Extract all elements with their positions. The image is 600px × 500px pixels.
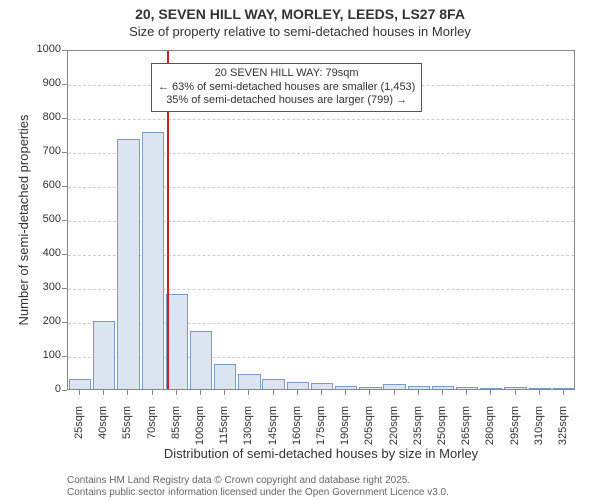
x-tick-mark [103,390,104,395]
histogram-bar [311,383,333,389]
y-tick-mark [62,186,67,187]
x-tick-label: 310sqm [533,406,545,456]
x-tick-label: 55sqm [121,406,133,456]
x-tick-mark [442,390,443,395]
x-tick-label: 325sqm [557,406,569,456]
x-tick-label: 85sqm [170,406,182,456]
y-tick-label: 500 [27,213,61,225]
histogram-bar [287,382,309,389]
x-tick-mark [79,390,80,395]
x-tick-mark [273,390,274,395]
x-tick-label: 295sqm [509,406,521,456]
y-tick-mark [62,322,67,323]
x-tick-label: 190sqm [339,406,351,456]
x-tick-label: 145sqm [267,406,279,456]
annotation-line-3: 35% of semi-detached houses are larger (… [158,94,415,108]
x-tick-mark [224,390,225,395]
x-tick-label: 70sqm [146,406,158,456]
y-tick-label: 600 [27,179,61,191]
plot-area: 20 SEVEN HILL WAY: 79sqm← 63% of semi-de… [67,50,575,390]
y-tick-label: 700 [27,145,61,157]
chart-subtitle: Size of property relative to semi-detach… [0,24,600,39]
y-tick-mark [62,84,67,85]
footer-line-2: Contains public sector information licen… [67,487,449,498]
x-tick-mark [369,390,370,395]
histogram-bar [117,139,139,389]
histogram-bar [190,331,212,389]
histogram-bar [408,386,430,389]
x-tick-label: 40sqm [97,406,109,456]
x-tick-mark [466,390,467,395]
x-tick-label: 160sqm [291,406,303,456]
histogram-bar [383,384,405,389]
histogram-bar [238,374,260,389]
y-tick-mark [62,220,67,221]
y-tick-mark [62,152,67,153]
histogram-bar [214,364,236,390]
x-tick-mark [176,390,177,395]
x-tick-mark [490,390,491,395]
histogram-bar [432,386,454,389]
x-tick-mark [152,390,153,395]
y-tick-mark [62,50,67,51]
y-tick-mark [62,390,67,391]
y-tick-label: 800 [27,111,61,123]
y-tick-mark [62,356,67,357]
x-tick-mark [539,390,540,395]
histogram-bar [553,388,575,389]
y-tick-mark [62,288,67,289]
x-tick-mark [394,390,395,395]
histogram-bar [504,387,526,389]
y-tick-mark [62,118,67,119]
histogram-bar [529,388,551,389]
y-tick-label: 200 [27,315,61,327]
x-tick-mark [297,390,298,395]
histogram-bar [93,321,115,389]
x-tick-label: 220sqm [388,406,400,456]
y-tick-label: 1000 [27,43,61,55]
x-tick-label: 280sqm [484,406,496,456]
y-tick-label: 100 [27,349,61,361]
x-tick-label: 115sqm [218,406,230,456]
x-tick-mark [200,390,201,395]
x-tick-mark [563,390,564,395]
x-tick-mark [127,390,128,395]
annotation-box: 20 SEVEN HILL WAY: 79sqm← 63% of semi-de… [151,63,422,112]
annotation-line-1: 20 SEVEN HILL WAY: 79sqm [158,67,415,81]
histogram-bar [359,387,381,389]
histogram-bar [142,132,164,389]
y-tick-label: 900 [27,77,61,89]
x-tick-label: 250sqm [436,406,448,456]
histogram-bar [335,386,357,389]
x-tick-mark [345,390,346,395]
x-tick-mark [515,390,516,395]
x-tick-mark [321,390,322,395]
x-tick-mark [418,390,419,395]
x-tick-label: 235sqm [412,406,424,456]
gridline [68,119,574,120]
histogram-bar [456,387,478,389]
histogram-bar [480,388,502,389]
x-tick-label: 25sqm [73,406,85,456]
x-tick-label: 130sqm [242,406,254,456]
y-tick-label: 300 [27,281,61,293]
x-tick-mark [248,390,249,395]
x-tick-label: 100sqm [194,406,206,456]
annotation-line-2: ← 63% of semi-detached houses are smalle… [158,81,415,95]
histogram-bar [262,379,284,389]
footer-line-1: Contains HM Land Registry data © Crown c… [67,475,410,486]
x-tick-label: 175sqm [315,406,327,456]
histogram-bar [69,379,91,389]
x-tick-label: 265sqm [460,406,472,456]
x-tick-label: 205sqm [363,406,375,456]
y-tick-label: 400 [27,247,61,259]
y-tick-mark [62,254,67,255]
chart-title: 20, SEVEN HILL WAY, MORLEY, LEEDS, LS27 … [0,6,600,22]
y-tick-label: 0 [27,383,61,395]
chart-container: 20, SEVEN HILL WAY, MORLEY, LEEDS, LS27 … [0,0,600,500]
